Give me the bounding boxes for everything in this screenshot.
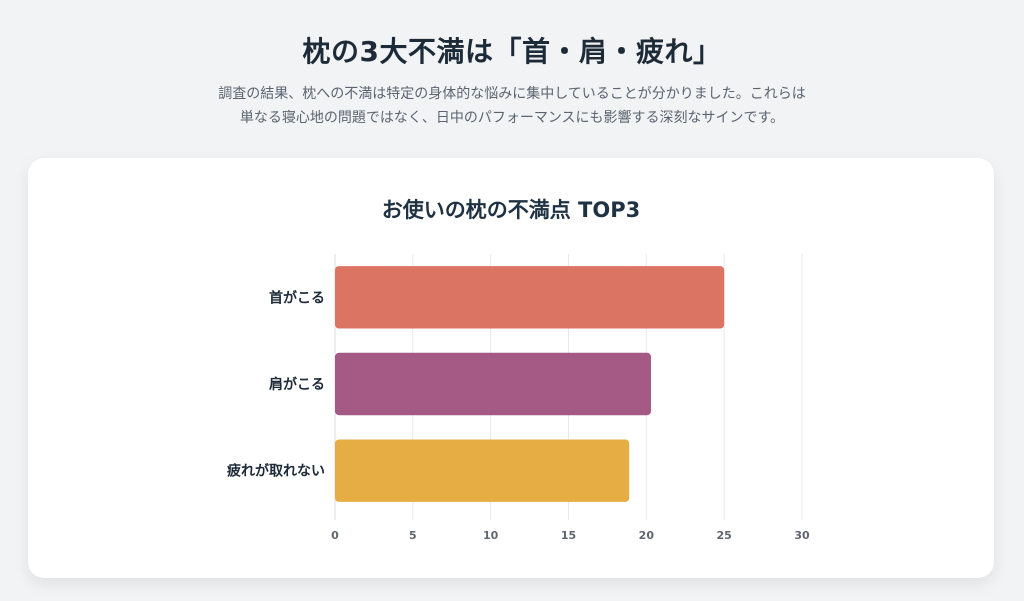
page-header: 枕の3大不満は「首・肩・疲れ」 調査の結果、枕への不満は特定の身体的な悩みに集中… <box>0 0 1024 130</box>
description-line: 単なる寝心地の問題ではなく、日中のパフォーマンスにも影響する深刻なサインです。 <box>239 110 785 126</box>
x-tick-label: 5 <box>409 529 417 542</box>
x-tick-label: 0 <box>331 529 339 542</box>
bar <box>335 352 652 416</box>
x-tick-label: 15 <box>561 529 576 542</box>
category-label: 肩がこる <box>269 376 325 393</box>
x-tick-label: 30 <box>794 529 810 542</box>
page-title: 枕の3大不満は「首・肩・疲れ」 <box>302 35 722 68</box>
chart-title: お使いの枕の不満点 TOP3 <box>381 198 641 222</box>
x-tick-label: 25 <box>717 529 732 542</box>
page-description: 調査の結果、枕への不満は特定の身体的な悩みに集中していることが分かりました。これ… <box>152 82 872 130</box>
category-label: 首がこる <box>269 289 325 306</box>
bar <box>335 266 725 329</box>
bar <box>335 439 630 502</box>
x-tick-label: 20 <box>639 529 655 542</box>
category-label: 疲れが取れない <box>227 463 325 480</box>
x-tick-label: 10 <box>483 529 499 542</box>
description-line: 調査の結果、枕への不満は特定の身体的な悩みに集中していることが分かりました。これ… <box>218 86 806 102</box>
chart-card: お使いの枕の不満点 TOP3 首がこる肩がこる疲れが取れない 0 5 10 15 20 25… <box>28 158 994 578</box>
